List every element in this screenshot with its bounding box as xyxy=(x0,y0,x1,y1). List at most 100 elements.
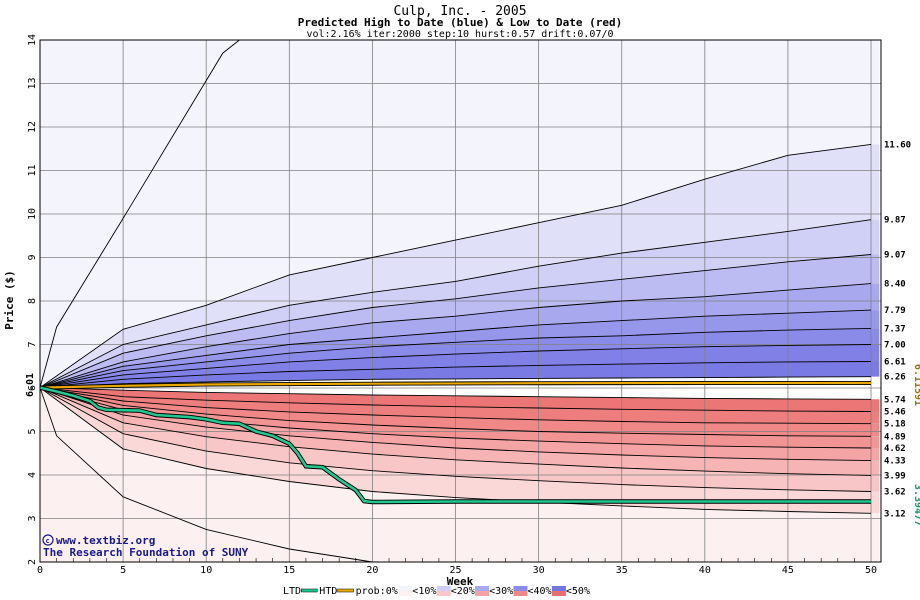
curve-end-label: 4.33 xyxy=(884,457,906,467)
curve-end-label: 6.61 xyxy=(884,357,906,367)
low-curve xyxy=(39,387,872,412)
x-tick-label: 35 xyxy=(616,565,628,576)
high-curve xyxy=(39,376,872,389)
curve-end-label: 9.07 xyxy=(884,250,906,260)
high-curve xyxy=(39,254,872,389)
legend-bin-swatch-blue xyxy=(551,586,566,591)
y-tick-label: 6 xyxy=(27,385,38,391)
legend-bin-swatch-red xyxy=(513,591,528,596)
low-curve xyxy=(39,387,872,400)
y-tick-label: 5 xyxy=(27,428,38,434)
y-tick-label: 10 xyxy=(27,208,38,220)
high-curve xyxy=(39,327,872,389)
legend-bin-label: <20% xyxy=(451,586,475,597)
curve-end-label: 8.40 xyxy=(884,280,906,290)
credit-website: www.textbiz.org xyxy=(56,534,155,547)
curve-end-label: 4.62 xyxy=(884,444,906,454)
curve-end-label: 5.46 xyxy=(884,407,906,417)
curve-end-label: 3.12 xyxy=(884,509,906,519)
series-lines xyxy=(39,381,871,505)
legend-prob-label: prob:0% xyxy=(356,586,398,597)
x-tick-label: 50 xyxy=(865,565,877,576)
x-tick-label: 25 xyxy=(449,565,461,576)
y-axis: 2 3 4 5 6 7 8 9 10 11 12 13 14 xyxy=(27,34,38,565)
x-tick-label: 15 xyxy=(283,565,295,576)
legend-bin-swatch-blue xyxy=(436,586,451,591)
legend-bin-swatch-red xyxy=(398,591,413,596)
x-tick-label: 0 xyxy=(37,565,43,576)
grid-lines xyxy=(40,40,881,562)
y-tick-label: 14 xyxy=(27,34,38,46)
htd-line xyxy=(39,381,871,389)
chart-subtitle: Predicted High to Date (blue) & Low to D… xyxy=(298,16,623,29)
band-low xyxy=(40,387,880,412)
band-low xyxy=(40,387,880,461)
legend-bin-swatch-red xyxy=(436,591,451,596)
y-tick-label: 12 xyxy=(27,121,38,133)
curve-end-label: 3.62 xyxy=(884,488,906,498)
legend-bin-swatch-red xyxy=(551,591,566,596)
legend-ltd-label: LTD xyxy=(283,586,301,597)
probability-curves xyxy=(39,39,872,563)
y-tick-label: 9 xyxy=(27,254,38,260)
band-high xyxy=(40,310,880,388)
plot-frame xyxy=(39,39,882,563)
x-axis-label: Week xyxy=(447,575,474,588)
high-curve xyxy=(39,283,872,389)
curve-end-label: 4.89 xyxy=(884,432,906,442)
y-tick-label: 3 xyxy=(27,515,38,521)
y-tick-label: 2 xyxy=(27,559,38,565)
high-curve xyxy=(39,39,240,388)
band-high xyxy=(40,344,880,388)
legend-bin-swatch-blue xyxy=(398,586,413,591)
high-curve xyxy=(39,361,872,389)
high-curve xyxy=(39,143,872,388)
y-tick-label: 13 xyxy=(27,77,38,89)
high-curve xyxy=(39,344,872,389)
low-curve xyxy=(39,387,872,462)
copyright-credit: c www.textbiz.org The Research Foundatio… xyxy=(42,534,249,559)
x-tick-label: 20 xyxy=(366,565,378,576)
low-curve xyxy=(39,387,872,492)
legend-bin-label: <40% xyxy=(528,586,552,597)
band-high xyxy=(40,328,880,388)
htd-end-label: 6.11591 xyxy=(912,364,920,406)
band-high xyxy=(40,283,880,388)
band-high-outer xyxy=(40,40,880,388)
ltd-line xyxy=(39,386,871,504)
legend-bin-label: <10% xyxy=(412,586,436,597)
curve-end-label: 9.87 xyxy=(884,216,906,226)
low-curve xyxy=(39,387,872,514)
band-high xyxy=(40,144,880,388)
y-tick-label: 7 xyxy=(27,341,38,347)
legend-htd-label: HTD xyxy=(319,586,337,597)
x-axis: 0 5 10 15 20 25 30 35 40 45 50 xyxy=(37,565,877,576)
legend-bin-swatch-blue xyxy=(513,586,528,591)
x-tick-label: 45 xyxy=(782,565,794,576)
x-tick-label: 10 xyxy=(200,565,212,576)
copyright-icon-glyph: c xyxy=(46,537,50,545)
low-curve xyxy=(39,387,872,476)
y-axis-label: Price ($) xyxy=(3,270,16,330)
curve-end-label: 5.74 xyxy=(884,395,906,405)
chart-params: vol:2.16% iter:2000 step:10 hurst:0.57 d… xyxy=(306,29,613,40)
y-tick-label: 4 xyxy=(27,472,38,478)
copyright-icon xyxy=(42,534,54,546)
curve-end-label: 7.00 xyxy=(884,341,906,351)
chart-title: Culp, Inc. - 2005 xyxy=(393,4,526,19)
legend: LTD HTD prob:0% <10% <20% <30% <40% <50% xyxy=(283,586,590,597)
start-price-label: 6.01 xyxy=(25,373,36,397)
ltd-end-label: 3.39477 xyxy=(912,484,920,526)
y-tick-label: 8 xyxy=(27,298,38,304)
legend-bin-swatch-blue xyxy=(475,586,490,591)
high-curve xyxy=(39,219,872,388)
x-tick-label: 5 xyxy=(120,565,126,576)
curve-end-label: 6.26 xyxy=(884,373,906,383)
low-curve xyxy=(39,387,872,425)
band-low-outer xyxy=(40,387,880,562)
x-tick-label: 30 xyxy=(533,565,545,576)
band-high xyxy=(40,219,880,388)
curve-end-label: 11.60 xyxy=(884,140,911,150)
legend-bin-swatch-red xyxy=(475,591,490,596)
